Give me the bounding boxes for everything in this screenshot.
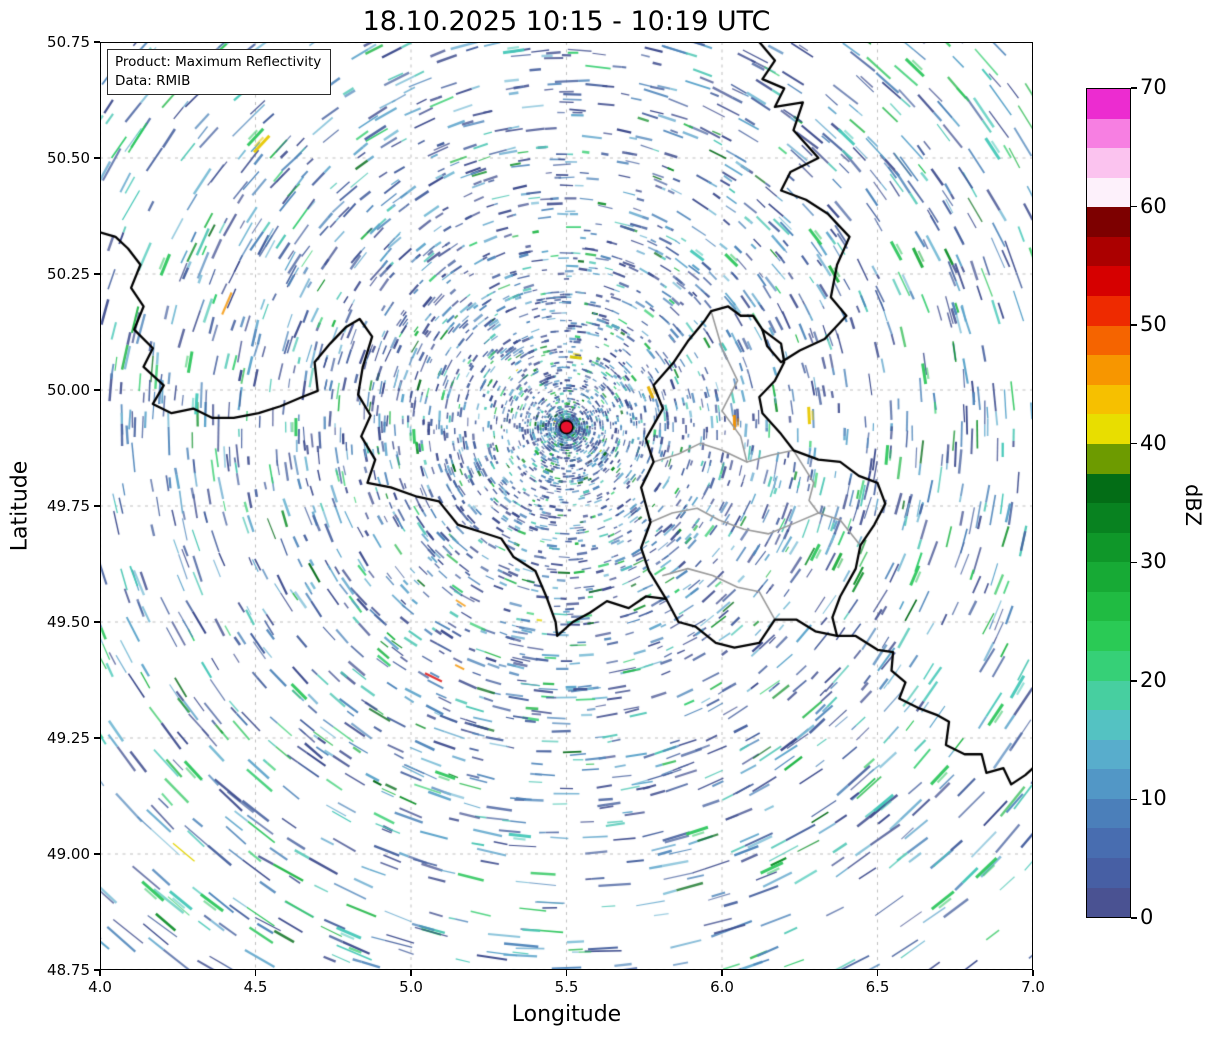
y-tick-mark (94, 853, 100, 855)
colorbar-band (1087, 680, 1130, 711)
colorbar-band (1087, 887, 1130, 918)
colorbar (1086, 88, 1131, 918)
radar-map-canvas (100, 42, 1033, 970)
x-tick-label: 5.5 (554, 978, 579, 996)
x-axis-label: Longitude (511, 1002, 622, 1027)
colorbar-tick-label: 20 (1140, 667, 1167, 692)
colorbar-tick-mark (1131, 680, 1137, 682)
x-tick-mark (99, 970, 101, 976)
x-tick-mark (876, 970, 879, 976)
colorbar-band (1087, 177, 1130, 208)
colorbar-tick-mark (1131, 443, 1137, 445)
colorbar-tick-mark (1131, 798, 1137, 801)
colorbar-band (1087, 710, 1130, 740)
y-tick-label: 50.25 (47, 265, 90, 283)
x-tick-mark (565, 970, 568, 976)
colorbar-tick-label: 0 (1140, 905, 1154, 929)
colorbar-tick-label: 50 (1140, 312, 1167, 337)
x-tick-label: 4.0 (88, 978, 112, 996)
colorbar-tick-mark (1131, 917, 1137, 919)
colorbar-tick-label: 60 (1140, 193, 1167, 218)
colorbar-band (1087, 236, 1130, 267)
x-tick-label: 6.0 (710, 978, 734, 996)
colorbar-tick-mark (1131, 561, 1137, 563)
colorbar-band (1087, 266, 1130, 297)
annotation-data-line: Data: RMIB (115, 72, 191, 89)
colorbar-tick-label: 10 (1140, 786, 1167, 811)
x-tick-label: 7.0 (1021, 978, 1045, 996)
colorbar-band (1087, 355, 1130, 385)
y-tick-mark (94, 41, 100, 43)
colorbar-band (1087, 443, 1130, 474)
plot-title: 18.10.2025 10:15 - 10:19 UTC (362, 6, 771, 37)
colorbar-tick-label: 40 (1140, 430, 1167, 455)
y-tick-mark (94, 273, 100, 275)
colorbar-band (1087, 118, 1130, 149)
colorbar-band (1087, 591, 1130, 622)
colorbar-band (1087, 414, 1130, 444)
x-tick-mark (410, 970, 412, 976)
y-tick-label: 49.00 (47, 845, 90, 863)
x-tick-mark (254, 970, 257, 976)
colorbar-band (1087, 207, 1130, 237)
y-tick-mark (94, 737, 100, 739)
y-tick-label: 49.50 (47, 613, 90, 631)
y-tick-label: 48.75 (47, 961, 90, 979)
colorbar-label: dBZ (1181, 483, 1205, 527)
colorbar-band (1087, 384, 1130, 415)
colorbar-band (1087, 473, 1130, 504)
colorbar-band (1087, 89, 1130, 119)
colorbar-band (1087, 503, 1130, 533)
y-tick-mark (94, 621, 100, 623)
colorbar-band (1087, 769, 1130, 799)
x-tick-mark (1032, 970, 1034, 976)
y-tick-label: 49.75 (47, 497, 90, 515)
colorbar-band (1087, 621, 1130, 651)
colorbar-band (1087, 739, 1130, 770)
colorbar-tick-label: 30 (1140, 549, 1167, 574)
x-tick-mark (721, 970, 723, 976)
colorbar-band (1087, 828, 1130, 859)
x-tick-label: 4.5 (243, 978, 268, 996)
y-axis-label: Latitude (7, 460, 33, 552)
colorbar-band (1087, 325, 1130, 356)
y-tick-label: 49.25 (47, 729, 90, 747)
y-tick-mark (94, 969, 100, 971)
y-tick-mark (94, 157, 100, 159)
y-tick-label: 50.50 (47, 149, 90, 167)
colorbar-band (1087, 148, 1130, 178)
y-tick-mark (94, 389, 100, 391)
colorbar-tick-mark (1131, 87, 1137, 89)
colorbar-band (1087, 858, 1130, 888)
annotation-product-line: Product: Maximum Reflectivity (115, 54, 322, 70)
colorbar-band (1087, 532, 1130, 563)
y-tick-label: 50.75 (47, 33, 90, 51)
colorbar-tick-mark (1131, 205, 1137, 208)
colorbar-band (1087, 798, 1130, 829)
colorbar-tick-mark (1131, 324, 1137, 326)
colorbar-tick-label: 70 (1140, 75, 1167, 99)
y-tick-label: 50.00 (47, 381, 90, 399)
colorbar-band (1087, 562, 1130, 592)
x-tick-label: 5.0 (399, 978, 423, 996)
annotation-box: Product: Maximum Reflectivity Data: RMIB (107, 49, 332, 96)
y-tick-mark (94, 505, 100, 507)
colorbar-band (1087, 650, 1130, 681)
x-tick-label: 6.5 (865, 978, 890, 996)
colorbar-band (1087, 296, 1130, 326)
